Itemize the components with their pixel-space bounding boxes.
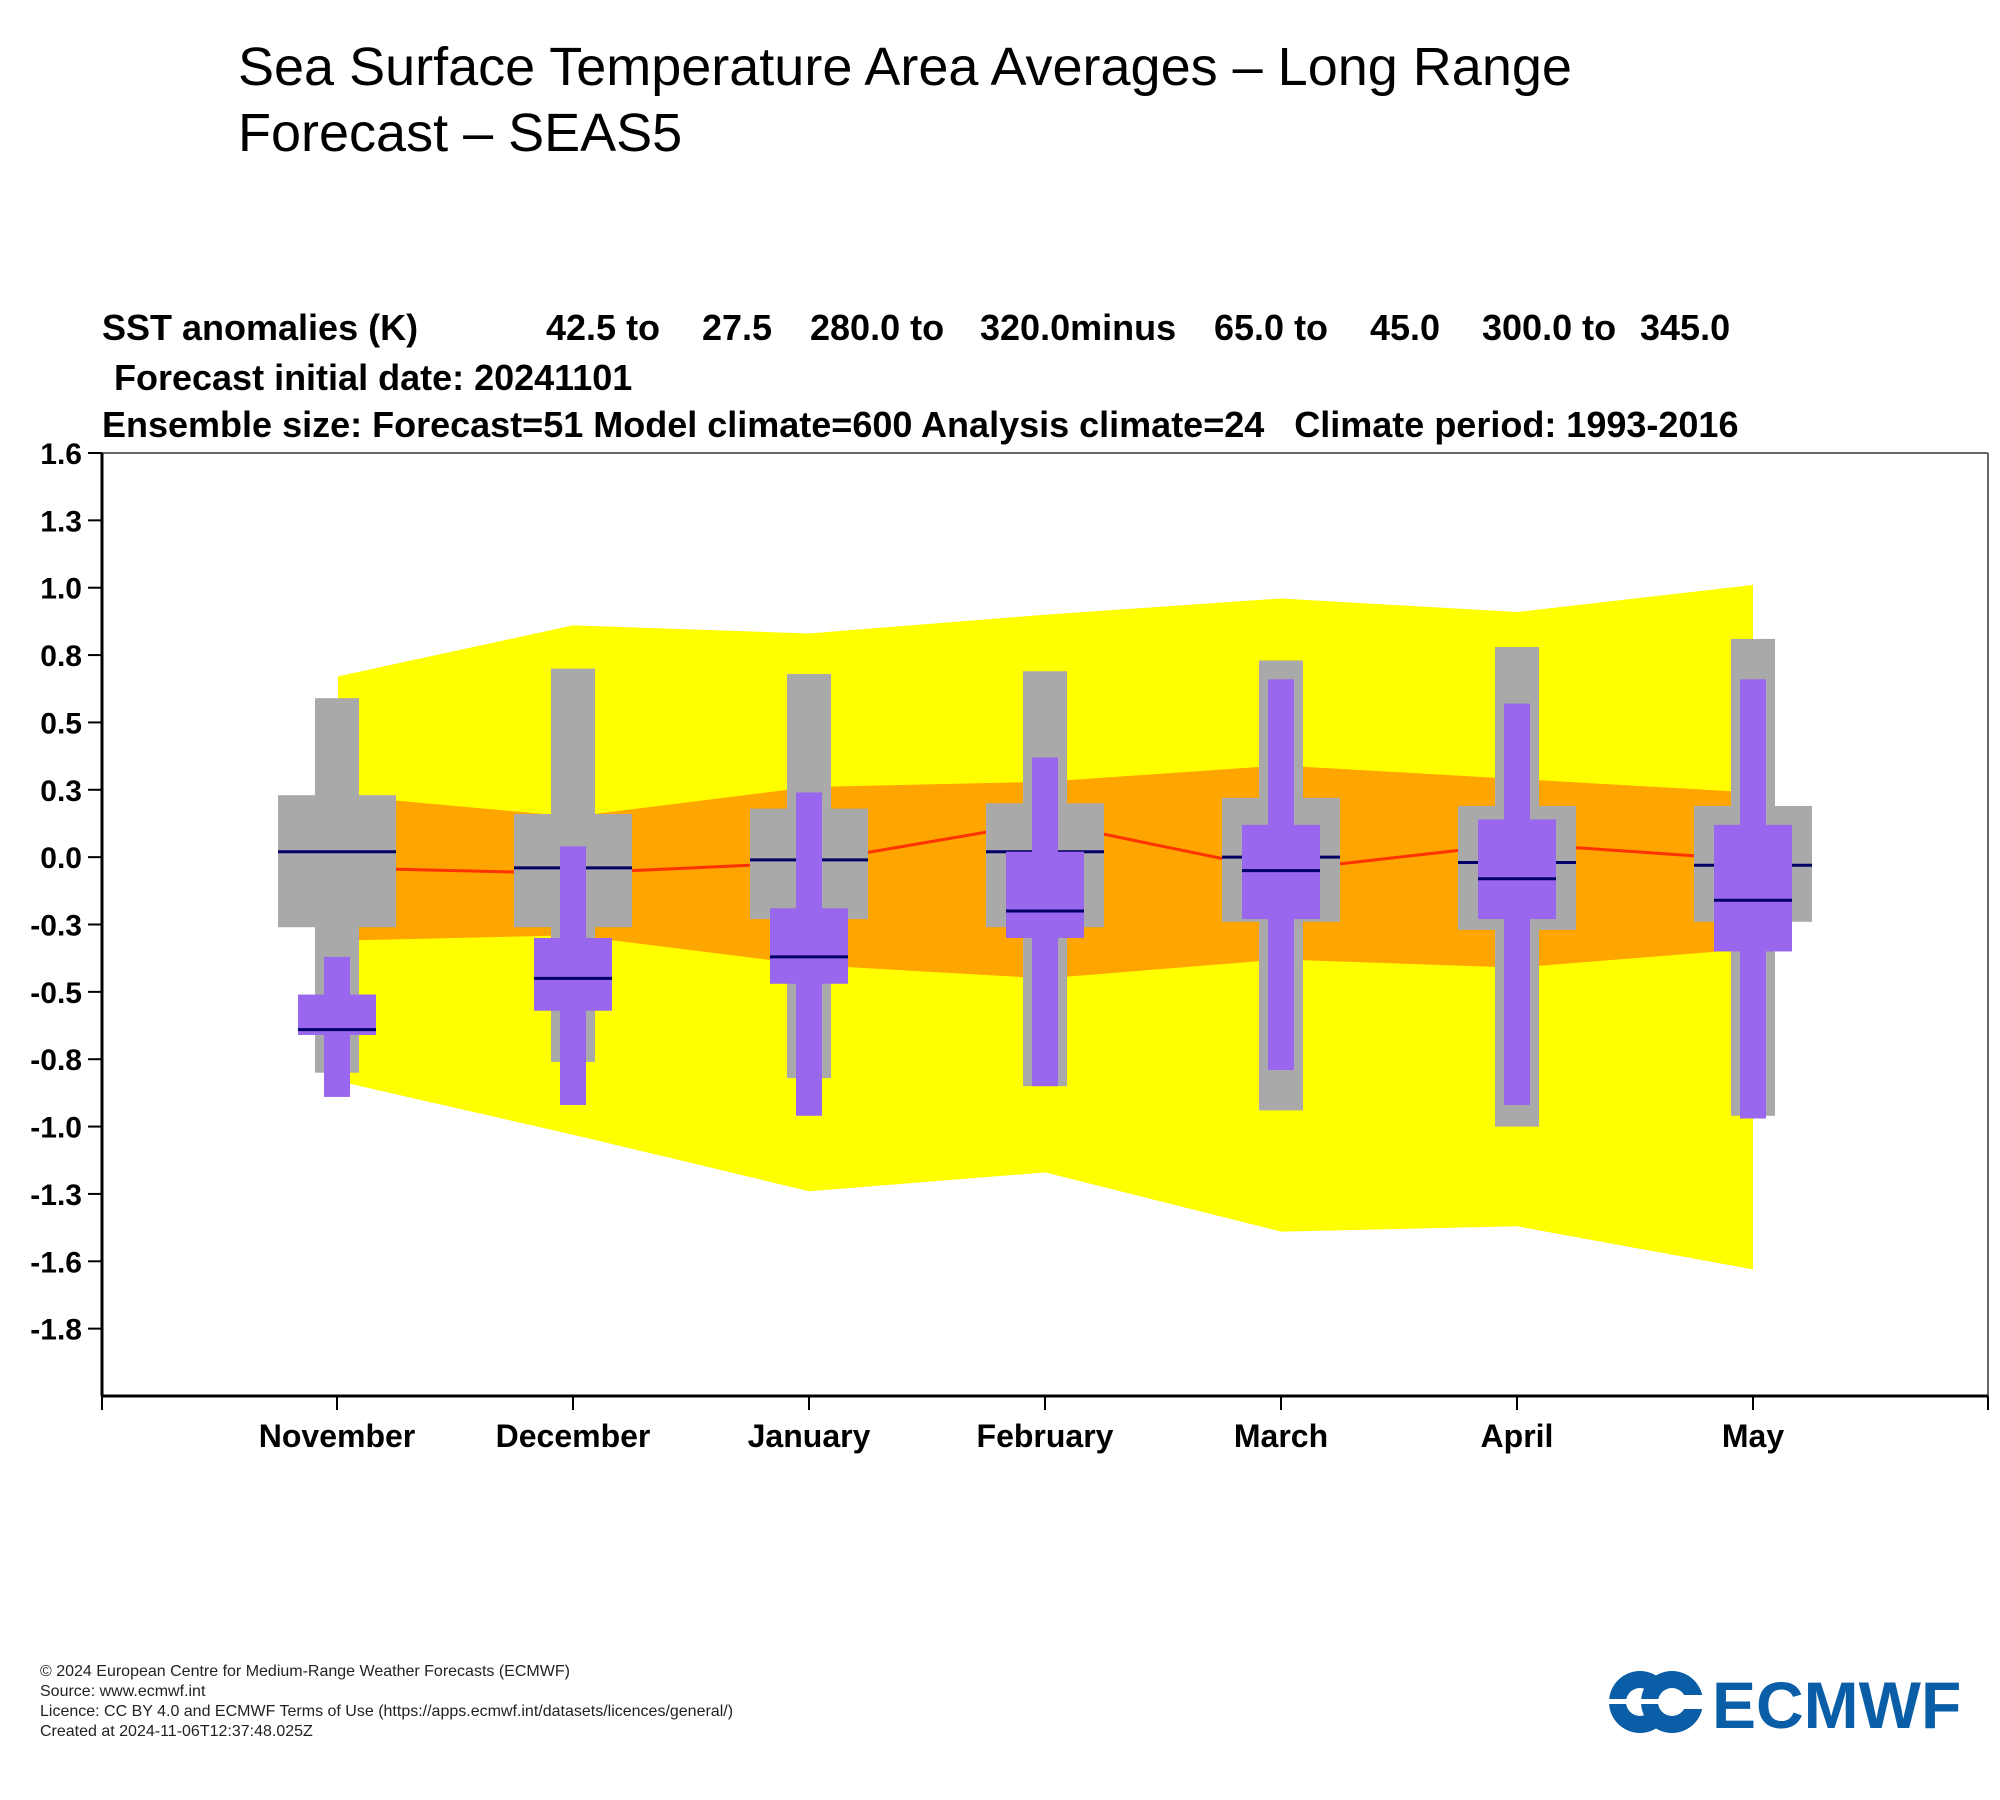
y-tick-label: 1.6 [40, 438, 82, 471]
x-tick-label: March [1234, 1418, 1328, 1454]
x-tick-label: November [259, 1418, 416, 1454]
header-ensemble-size: Ensemble size: Forecast=51 Model climate… [102, 404, 1739, 445]
y-tick-label: 0.0 [40, 842, 82, 875]
header-lat-to: 27.5 [702, 307, 773, 348]
model-climate-box [278, 795, 396, 928]
header-sst-label: SST anomalies (K) [102, 307, 419, 348]
forecast-box [1714, 824, 1792, 952]
y-tick-label: 0.5 [40, 707, 82, 740]
y-tick-label: -1.8 [30, 1314, 82, 1347]
ecmwf-logo-mark [1608, 1671, 1712, 1733]
y-tick-label: 0.3 [40, 775, 82, 808]
y-tick-label: -1.0 [30, 1112, 82, 1145]
header-lon-to: 320.0minus [980, 307, 1177, 348]
ecmwf-logo-text: ECMWF [1712, 1668, 1961, 1742]
y-tick-label: 0.8 [40, 640, 82, 673]
y-tick-label: -0.5 [30, 977, 82, 1010]
footer-source: Source: www.ecmwf.int [40, 1683, 206, 1700]
header-lon2-from: 300.0 to [1482, 307, 1617, 348]
x-tick-label: April [1481, 1418, 1554, 1454]
footer-licence: Licence: CC BY 4.0 and ECMWF Terms of Us… [40, 1703, 734, 1720]
header-lat-from: 42.5 to [546, 307, 661, 348]
x-tick-label: February [977, 1418, 1114, 1454]
header-initial-date: Forecast initial date: 20241101 [114, 357, 633, 398]
y-tick-label: -1.6 [30, 1246, 82, 1279]
x-tick-label: December [496, 1418, 651, 1454]
x-tick-label: January [748, 1418, 871, 1454]
header-lat2-from: 65.0 to [1214, 307, 1329, 348]
header-lon-from: 280.0 to [810, 307, 945, 348]
forecast-box [1006, 851, 1084, 938]
ecmwf-logo: ECMWF [1608, 1668, 1961, 1742]
x-tick-label: May [1722, 1418, 1784, 1454]
forecast-box [770, 908, 848, 984]
forecast-box [1478, 819, 1556, 920]
forecast-box [534, 937, 612, 1011]
y-tick-label: -0.3 [30, 910, 82, 943]
y-tick-label: -0.8 [30, 1044, 82, 1077]
y-tick-label: -1.3 [30, 1179, 82, 1212]
header-lon2-to: 345.0 [1640, 307, 1731, 348]
chart-title: Sea Surface Temperature Area Averages – … [238, 37, 1572, 163]
y-tick-label: 1.3 [40, 505, 82, 538]
header-lat2-to: 45.0 [1370, 307, 1441, 348]
footer-copyright: © 2024 European Centre for Medium-Range … [40, 1663, 570, 1680]
footer-created: Created at 2024-11-06T12:37:48.025Z [40, 1723, 313, 1740]
y-tick-label: 1.0 [40, 573, 82, 606]
